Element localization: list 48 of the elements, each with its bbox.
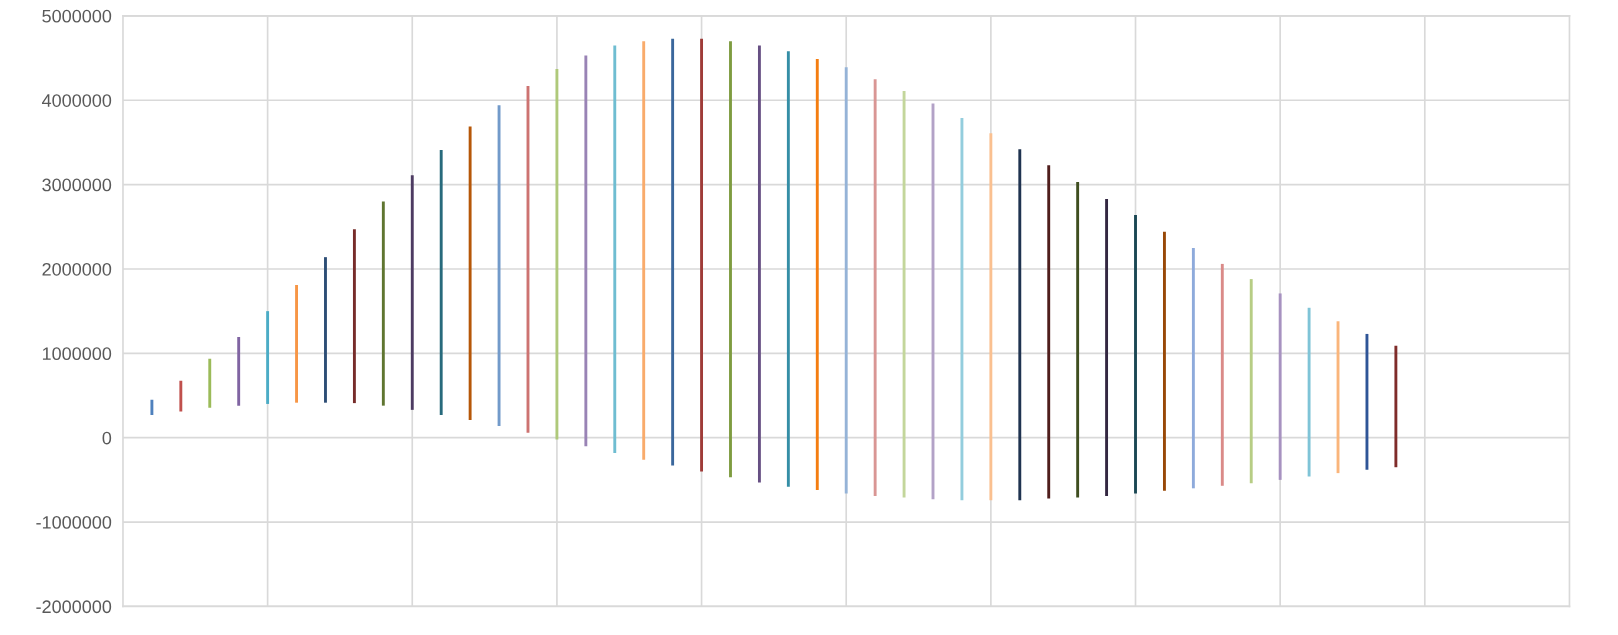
bar <box>1191 247 1195 489</box>
y-tick-label: 1000000 <box>42 347 112 361</box>
bar <box>642 41 646 460</box>
y-tick-label: -1000000 <box>36 516 112 529</box>
bar <box>1278 293 1282 480</box>
bar <box>208 358 212 408</box>
bar <box>1249 279 1253 484</box>
bar <box>815 58 819 490</box>
bar <box>1307 307 1311 477</box>
bar <box>1394 345 1398 468</box>
bar <box>352 229 356 404</box>
y-tick-label: 5000000 <box>42 9 112 23</box>
bar <box>324 257 327 403</box>
bar <box>844 67 848 494</box>
bar <box>150 399 154 415</box>
bar <box>1105 198 1109 496</box>
bar <box>439 150 443 415</box>
bar <box>468 126 472 420</box>
bar <box>729 41 732 478</box>
bar <box>295 285 298 403</box>
bar <box>613 45 617 453</box>
bar <box>786 51 790 487</box>
y-tick-label: 0 <box>102 431 112 445</box>
y-tick-label: 3000000 <box>42 178 112 192</box>
bar <box>1076 182 1080 498</box>
bar <box>237 336 241 406</box>
bar <box>989 133 993 501</box>
bar <box>584 55 588 447</box>
bar <box>1163 231 1166 491</box>
y-tick-label: 2000000 <box>42 262 112 276</box>
y-tick-label: 4000000 <box>41 94 112 107</box>
bar <box>873 79 877 496</box>
bar <box>266 311 270 404</box>
bar <box>757 45 761 483</box>
bar <box>410 175 414 410</box>
bar <box>902 90 906 498</box>
bar <box>555 69 559 440</box>
bar <box>671 38 675 466</box>
bar <box>700 38 704 472</box>
bar <box>1220 263 1224 486</box>
bar <box>1134 214 1137 494</box>
bar <box>960 117 964 501</box>
bar <box>1047 165 1051 499</box>
bar <box>179 380 183 412</box>
bar <box>1018 149 1022 501</box>
bar <box>381 201 385 406</box>
y-tick-label: -2000000 <box>36 600 112 614</box>
bar <box>497 105 501 426</box>
